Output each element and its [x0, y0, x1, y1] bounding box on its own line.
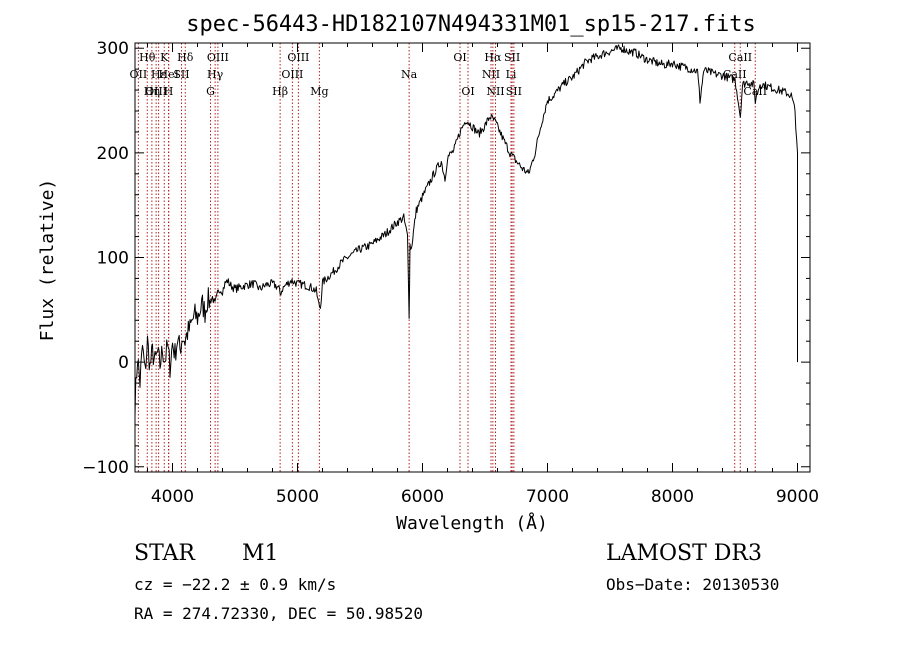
spectral-line-label: G: [206, 85, 215, 98]
spectral-line-label: CaII: [723, 68, 747, 81]
x-tick-label: 6000: [401, 487, 444, 507]
x-axis-label: Wavelength (Å): [396, 512, 548, 534]
spectral-line-label: OI: [461, 85, 474, 98]
spectral-line-label: Hα: [484, 51, 502, 64]
object-class: STAR: [134, 541, 196, 566]
coordinates-text: RA = 274.72330, DEC = 50.98520: [134, 604, 423, 623]
x-tick-label: 5000: [276, 487, 319, 507]
spectral-line-label: SII: [173, 68, 189, 81]
spectral-line-label: Na: [401, 68, 418, 81]
spectral-line-label: HeI: [159, 68, 179, 81]
spectral-line-label: Mg: [310, 85, 328, 98]
spectral-line-label: OII: [130, 68, 148, 81]
spectral-line-label: OIII: [145, 85, 167, 98]
y-tick-label: −100: [82, 458, 129, 478]
chart-title: spec-56443-HD182107N494331M01_sp15-217.f…: [186, 12, 756, 37]
spectral-line-label: SII: [506, 85, 522, 98]
plot-frame: [134, 42, 811, 473]
spectral-line-label: CaII: [743, 85, 767, 98]
spectral-line-label: OIII: [287, 51, 309, 64]
spectral-line-label: Hβ: [272, 85, 288, 98]
survey-name: LAMOST DR3: [606, 541, 762, 566]
object-subclass: M1: [242, 541, 279, 566]
spectral-line-label: Li: [506, 68, 517, 81]
spectral-line-label: SII: [504, 51, 520, 64]
spectral-line-label: K: [160, 51, 169, 64]
x-tick-label: 8000: [651, 487, 694, 507]
spectral-line-label: OIII: [281, 68, 303, 81]
x-tick-label: 4000: [151, 487, 194, 507]
redshift-text: cz = −22.2 ± 0.9 km/s: [134, 575, 336, 594]
spectral-line-label: Hδ: [177, 51, 194, 64]
spectral-line-label: Hε: [151, 68, 167, 81]
spectral-line-label: NII: [486, 85, 504, 98]
spectral-line-label: OIII: [207, 51, 229, 64]
spectral-line-label: Hθ: [139, 51, 156, 64]
y-tick-label: 200: [97, 144, 129, 164]
y-tick-label: 300: [97, 39, 129, 59]
spectral-line-label: NII: [482, 68, 500, 81]
obs-date: Obs−Date: 20130530: [606, 575, 779, 594]
spectral-line-label: CaII: [728, 51, 752, 64]
flux-series-line: [134, 44, 798, 417]
y-tick-label: 0: [118, 353, 129, 373]
spectral-line-label: H: [164, 85, 174, 98]
spectral-line-label: Hη: [144, 85, 160, 98]
y-tick-label: 100: [97, 249, 129, 269]
spectral-line-label: OI: [453, 51, 466, 64]
spectral-line-label: Hγ: [207, 68, 224, 81]
x-tick-label: 9000: [776, 487, 819, 507]
y-axis-label: Flux (relative): [37, 179, 58, 342]
x-tick-label: 7000: [526, 487, 569, 507]
